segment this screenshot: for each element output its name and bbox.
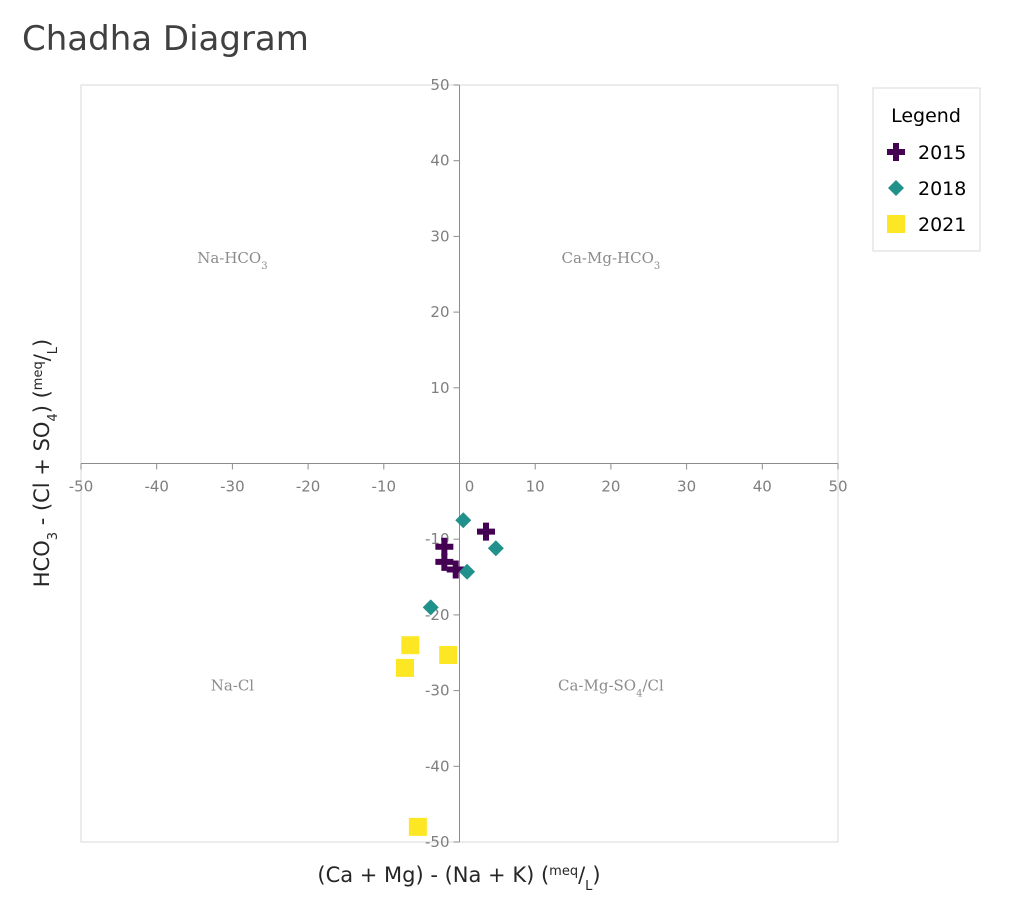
data-points (395, 512, 504, 836)
legend: Legend 2015 2018 2021 (872, 87, 981, 252)
axes: -50 -40 -30 -20 -10 0 10 20 30 40 50-50-40-30-20-1… (69, 76, 848, 851)
x-tick-label: 20 (601, 478, 620, 496)
data-point-2021 (439, 646, 458, 665)
region-labels: Na-HCO3 Ca-Mg-HCO3 Na-Cl Ca-Mg-SO4/Cl (197, 249, 664, 699)
chart-title: Chadha Diagram (22, 19, 309, 59)
y-tick-label: -50 (425, 833, 450, 851)
data-point-2015 (476, 522, 495, 541)
data-point-2021 (401, 636, 420, 655)
data-point-2015 (435, 552, 454, 571)
data-point-2015 (446, 560, 465, 579)
x-tick-label: 10 (526, 478, 545, 496)
region-label: Ca-Mg-HCO3 (562, 249, 661, 272)
data-point-2018 (459, 563, 476, 580)
data-point-2018 (422, 599, 439, 616)
y-tick-label: 50 (430, 76, 449, 94)
legend-label-2021: 2021 (918, 214, 966, 236)
region-label: Na-Cl (211, 677, 255, 695)
legend-items: 2015 2018 2021 (887, 142, 966, 236)
data-point-2015 (435, 537, 454, 556)
x-tick-label: -40 (144, 478, 169, 496)
y-tick-label: 20 (430, 303, 449, 321)
data-point-2018 (455, 512, 472, 529)
legend-label-2015: 2015 (918, 142, 966, 164)
legend-marker-2021 (887, 215, 905, 233)
y-tick-label: -30 (425, 682, 450, 700)
y-tick-label: -40 (425, 757, 450, 775)
x-tick-label: -20 (296, 478, 321, 496)
y-tick-label: 40 (430, 152, 449, 170)
legend-label-2018: 2018 (918, 178, 966, 200)
region-label: Na-HCO3 (197, 249, 267, 272)
region-label: Ca-Mg-SO4/Cl (558, 677, 664, 700)
data-point-2021 (408, 817, 427, 836)
x-tick-label: -30 (220, 478, 245, 496)
y-tick-label: 10 (430, 379, 449, 397)
x-tick-label: 50 (828, 478, 847, 496)
data-point-2021 (395, 658, 414, 677)
x-tick-label: 0 (465, 478, 475, 496)
data-point-2018 (487, 540, 504, 557)
x-tick-label: -10 (372, 478, 397, 496)
x-tick-label: 30 (677, 478, 696, 496)
y-axis-title: HCO3 - (Cl + SO4) (meq/L) (30, 339, 61, 588)
x-tick-label: 40 (753, 478, 772, 496)
x-axis-title: (Ca + Mg) - (Na + K) (meq/L) (317, 863, 600, 894)
legend-title: Legend (891, 105, 961, 127)
legend-marker-2015 (887, 143, 905, 161)
y-tick-label: 30 (430, 227, 449, 245)
x-tick-label: -50 (69, 478, 94, 496)
legend-marker-2018 (888, 180, 904, 196)
